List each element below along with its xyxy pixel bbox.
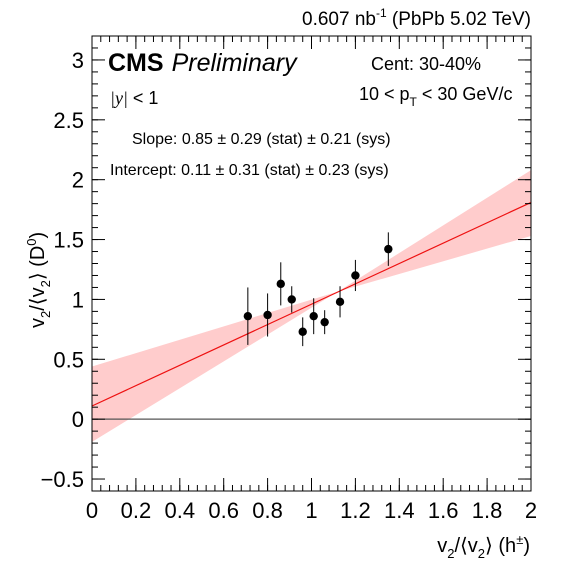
- fit-band-group: [92, 170, 531, 442]
- lumi-label: 0.607 nb-1 (PbPb 5.02 TeV): [302, 6, 531, 30]
- data-marker: [335, 297, 345, 307]
- data-marker: [384, 244, 393, 254]
- data-marker: [243, 311, 253, 321]
- cms-label: CMS Preliminary: [108, 49, 298, 77]
- data-point-2: [263, 293, 272, 337]
- data-marker: [320, 317, 329, 327]
- data-marker: [263, 310, 272, 320]
- pt-range-label: 10 < pT < 30 GeV/c: [359, 84, 512, 109]
- data-points-group: [243, 232, 393, 347]
- fit-line-group: [91, 201, 532, 407]
- data-marker: [276, 279, 285, 289]
- y-axis-label: v2/⟨v2⟩ (D0): [24, 232, 53, 328]
- y-tick-label: 1.5: [53, 228, 84, 253]
- x-tick-label: 1: [305, 498, 317, 523]
- x-tick-label: 1.2: [340, 498, 371, 523]
- data-point-7: [320, 310, 329, 335]
- x-tick-label: 0.4: [165, 498, 196, 523]
- x-tick-label: 0.8: [252, 498, 283, 523]
- x-tick-label: 1.6: [428, 498, 459, 523]
- data-marker: [351, 271, 360, 280]
- x-tick-label: 2: [525, 498, 537, 523]
- data-point-9: [351, 259, 360, 292]
- data-marker: [298, 327, 307, 336]
- rapidity-label: |y| < 1: [110, 88, 158, 108]
- data-point-10: [384, 232, 393, 266]
- x-tick-label: 1.8: [472, 498, 503, 523]
- slope-label: Slope: 0.85 ± 0.29 (stat) ± 0.21 (sys): [132, 131, 391, 148]
- x-tick-label: 0.6: [208, 498, 239, 523]
- data-point-3: [276, 262, 285, 306]
- x-axis-label: v2/⟨v2⟩ (h±): [437, 532, 530, 561]
- y-tick-label: 3: [72, 48, 84, 73]
- data-point-5: [298, 317, 307, 347]
- centrality-label: Cent: 30-40%: [371, 54, 481, 74]
- data-point-4: [287, 286, 296, 313]
- x-tick-label: 0: [86, 498, 98, 523]
- y-tick-label: −0.5: [41, 467, 84, 492]
- data-point-1: [243, 287, 253, 345]
- y-tick-label: 2.5: [53, 108, 84, 133]
- data-marker: [309, 311, 318, 321]
- data-point-8: [335, 286, 345, 318]
- intercept-label: Intercept: 0.11 ± 0.31 (stat) ± 0.23 (sy…: [110, 162, 389, 179]
- fit-line: [91, 201, 532, 407]
- y-tick-label: 0.5: [53, 347, 84, 372]
- axis-ticks-group: 0 0.2 0.4 0.6 0.8 1 1.2 1.4 1.6 1.8 2−0.500.511.52…: [41, 35, 537, 523]
- y-tick-label: 2: [72, 168, 84, 193]
- data-point-6: [309, 298, 318, 335]
- x-tick-label: 0.2: [121, 498, 152, 523]
- y-tick-label: 0: [72, 407, 84, 432]
- y-tick-label: 1: [72, 287, 84, 312]
- fit-uncertainty-band: [92, 170, 531, 442]
- data-marker: [287, 295, 296, 304]
- x-tick-label: 1.4: [384, 498, 415, 523]
